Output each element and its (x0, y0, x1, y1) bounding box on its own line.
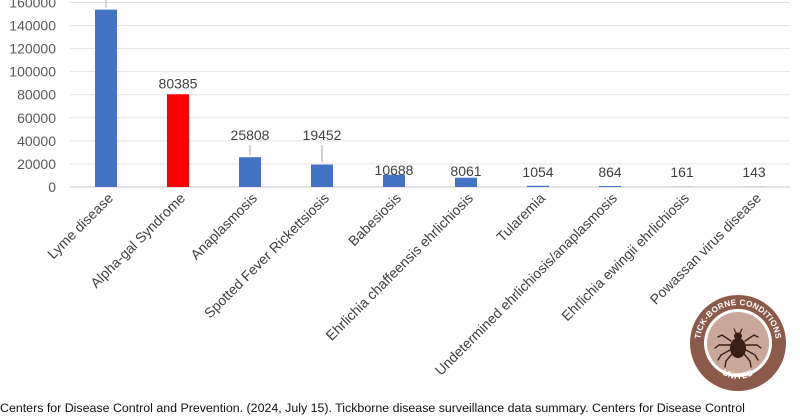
y-tick-label: 100000 (9, 64, 56, 80)
bar (95, 9, 117, 187)
y-axis-ticks: 0 20000 40000 60000 80000 100000 120000 140000 1… (9, 0, 56, 195)
bar (239, 157, 261, 187)
logo-text-bottom: UNITED (721, 367, 755, 381)
data-label: 864 (598, 164, 622, 180)
data-label: 80385 (159, 75, 198, 91)
data-label: 10688 (375, 162, 414, 178)
bar (167, 94, 189, 187)
category-label: Ehrlichia chaffeensis ehrlichiosis (322, 190, 476, 344)
category-label: Babesiosis (345, 190, 404, 249)
source-citation: Centers for Disease Control and Preventi… (0, 401, 745, 415)
y-tick-label: 20000 (17, 156, 56, 172)
y-tick-label: 160000 (9, 0, 56, 10)
data-label: 1054 (522, 164, 553, 180)
data-label: 161 (670, 164, 694, 180)
tick-borne-conditions-united-logo: TICK-BORNE CONDITIONS UNITED (687, 292, 789, 394)
y-tick-label: 140000 (9, 18, 56, 34)
bar (383, 174, 405, 187)
category-label: Tularemia (493, 190, 548, 245)
bar (455, 177, 477, 187)
data-label: 19452 (303, 127, 342, 143)
bar (311, 164, 333, 187)
y-tick-label: 60000 (17, 110, 56, 126)
tick-icon (714, 328, 762, 368)
bars (95, 9, 765, 187)
category-label: Lyme disease (44, 190, 116, 262)
svg-text:UNITED: UNITED (721, 367, 756, 381)
data-labels: 80385 25808 19452 10688 8061 1054 864 161 143 (105, 0, 766, 180)
gridlines (70, 1, 790, 188)
data-label: 25808 (231, 127, 270, 143)
y-tick-label: 120000 (9, 41, 56, 57)
y-tick-label: 0 (48, 179, 56, 195)
y-tick-label: 40000 (17, 133, 56, 149)
y-tick-label: 80000 (17, 87, 56, 103)
bar (527, 185, 549, 187)
data-label: 8061 (450, 163, 481, 179)
bar (599, 186, 621, 187)
data-label: 143 (742, 164, 766, 180)
category-label: Spotted Fever Rickettsiosis (201, 190, 332, 321)
category-label: Anaplasmosis (187, 190, 260, 263)
category-label: Ehrlichia ewingii ehrlichiosis (558, 190, 692, 324)
